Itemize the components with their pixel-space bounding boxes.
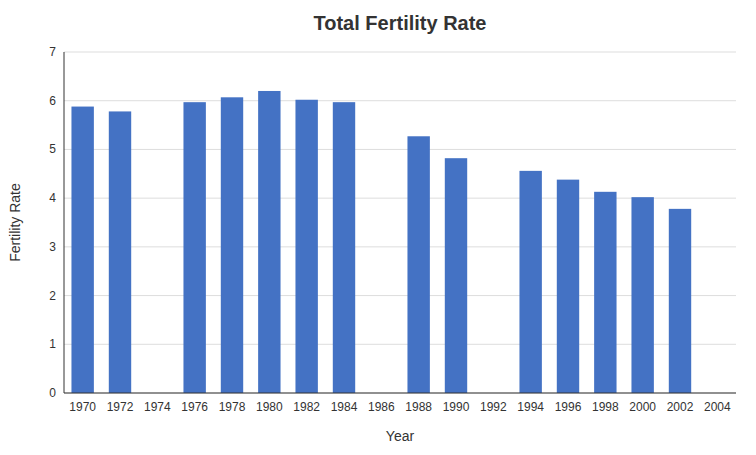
y-tick-label: 4 — [49, 191, 56, 205]
x-tick-label: 2000 — [629, 400, 656, 414]
grid-line — [64, 100, 736, 101]
x-tick-label: 1984 — [331, 400, 358, 414]
grid-line — [64, 52, 736, 53]
y-tick-label: 5 — [49, 142, 56, 156]
x-axis-label: Year — [386, 428, 415, 444]
y-tick-label: 6 — [49, 94, 56, 108]
bar — [407, 136, 429, 393]
x-tick-label: 1970 — [69, 400, 96, 414]
y-axis-label: Fertility Rate — [7, 183, 23, 262]
x-tick-label: 1988 — [405, 400, 432, 414]
bar — [295, 100, 317, 393]
x-tick-label: 1992 — [480, 400, 507, 414]
x-tick-label: 1994 — [517, 400, 544, 414]
chart-container: 0 1 2 3 4 5 6 7 1970 1972 1974 1976 1978 1980 1982 1984… — [0, 0, 756, 455]
bar — [221, 97, 243, 393]
x-axis-line — [64, 393, 736, 394]
y-tick-label: 2 — [49, 289, 56, 303]
x-tick-label: 1974 — [144, 400, 171, 414]
bar — [445, 158, 467, 393]
bar — [258, 91, 280, 393]
x-tick-label: 1976 — [181, 400, 208, 414]
bar — [71, 107, 93, 393]
x-tick-label: 2002 — [667, 400, 694, 414]
y-tick-label: 7 — [49, 45, 56, 59]
bar — [333, 102, 355, 393]
chart: 0 1 2 3 4 5 6 7 1970 1972 1974 1976 1978 1980 1982 1984… — [0, 0, 756, 455]
y-axis-line — [64, 52, 65, 393]
bar — [594, 192, 616, 393]
x-tick-label: 2004 — [704, 400, 731, 414]
bars — [71, 91, 691, 393]
x-tick-label: 1996 — [555, 400, 582, 414]
bar — [109, 111, 131, 393]
y-tick-label: 3 — [49, 240, 56, 254]
x-tick-label: 1980 — [256, 400, 283, 414]
x-axis: 1970 1972 1974 1976 1978 1980 1982 1984 1986 1988… — [69, 400, 731, 414]
y-tick-label: 0 — [49, 386, 56, 400]
y-axis: 0 1 2 3 4 5 6 7 — [49, 45, 736, 400]
bar — [557, 180, 579, 393]
title: Total Fertility Rate — [314, 12, 487, 34]
grid-line — [64, 393, 736, 394]
x-tick-label: 1982 — [293, 400, 320, 414]
bar — [519, 171, 541, 393]
y-tick-label: 1 — [49, 337, 56, 351]
bar — [631, 197, 653, 393]
bar — [183, 102, 205, 393]
grid-line — [64, 149, 736, 150]
x-tick-label: 1978 — [219, 400, 246, 414]
bar — [669, 209, 691, 393]
x-tick-label: 1990 — [443, 400, 470, 414]
x-tick-label: 1998 — [592, 400, 619, 414]
x-tick-label: 1972 — [107, 400, 134, 414]
x-tick-label: 1986 — [368, 400, 395, 414]
